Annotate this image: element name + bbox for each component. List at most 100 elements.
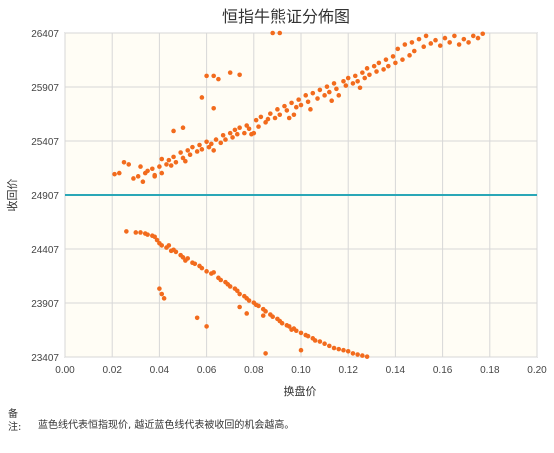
data-point — [116, 170, 122, 176]
data-point — [213, 137, 219, 142]
data-point — [194, 315, 200, 321]
data-point — [293, 328, 299, 334]
data-point — [291, 112, 297, 118]
data-point — [180, 255, 186, 260]
data-point — [411, 48, 417, 54]
data-point — [199, 265, 205, 271]
y-tick-label: 24407 — [31, 245, 59, 256]
data-point — [345, 75, 351, 81]
data-point — [227, 70, 233, 75]
data-point — [140, 179, 146, 185]
data-point — [131, 176, 136, 181]
data-point — [393, 60, 398, 66]
data-point — [112, 171, 117, 177]
data-point — [138, 164, 143, 169]
chart-title: 恒指牛熊证分佈图 — [222, 7, 350, 26]
data-point — [145, 168, 150, 174]
data-point — [433, 37, 438, 43]
data-point — [216, 76, 221, 82]
data-point — [199, 95, 205, 100]
x-tick-label: 0.14 — [386, 365, 406, 376]
data-point — [159, 291, 165, 297]
data-point — [218, 140, 224, 146]
x-tick-label: 0.18 — [480, 365, 500, 376]
data-point — [470, 33, 476, 39]
y-tick-label: 25407 — [31, 137, 59, 148]
y-tick-label: 23407 — [31, 353, 59, 364]
data-point — [135, 174, 141, 179]
data-point — [352, 73, 358, 79]
data-point — [204, 139, 209, 145]
data-point — [322, 341, 327, 347]
data-point — [138, 230, 143, 235]
data-point — [407, 53, 412, 58]
data-point — [263, 309, 268, 314]
data-point — [272, 115, 278, 121]
data-point — [327, 343, 332, 349]
data-point — [305, 333, 311, 339]
data-point — [159, 156, 165, 162]
data-point — [371, 63, 377, 69]
data-point — [308, 107, 313, 112]
data-point — [171, 154, 176, 160]
data-point — [178, 150, 183, 155]
data-point — [409, 40, 415, 45]
data-point — [166, 157, 172, 163]
y-tick-label: 23907 — [31, 299, 59, 310]
data-point — [133, 230, 139, 235]
data-point — [220, 132, 226, 138]
data-point — [329, 98, 334, 104]
data-point — [400, 57, 405, 62]
data-point — [334, 86, 339, 92]
footnote-label: 备注: — [8, 409, 22, 433]
y-tick-labels: 26407 25907 25407 24907 24407 23907 23407 — [31, 29, 59, 364]
data-point — [355, 78, 360, 84]
x-tick-label: 0.06 — [197, 365, 217, 376]
data-point — [180, 155, 186, 161]
data-point — [423, 33, 429, 39]
y-tick-label: 24907 — [31, 191, 59, 202]
data-point — [260, 313, 266, 318]
data-point — [327, 89, 332, 95]
data-point — [336, 346, 342, 352]
data-point — [350, 81, 356, 86]
data-point — [265, 116, 271, 122]
data-point — [194, 149, 200, 154]
data-point — [227, 284, 233, 289]
data-point — [350, 351, 356, 356]
data-point — [185, 148, 191, 153]
data-point — [251, 130, 257, 136]
data-point — [324, 84, 330, 89]
x-tick-labels: 0.00 0.02 0.04 0.06 0.08 0.10 0.12 0.14 0.16 0.18… — [55, 365, 547, 376]
data-point — [192, 261, 198, 267]
data-point — [256, 303, 261, 309]
data-point — [296, 97, 301, 102]
data-point — [234, 288, 240, 294]
x-tick-label: 0.04 — [150, 365, 170, 376]
data-point — [253, 117, 259, 123]
data-point — [466, 40, 471, 45]
data-point — [305, 99, 311, 105]
data-point — [277, 30, 283, 36]
data-point — [168, 163, 174, 168]
data-point — [364, 66, 370, 71]
data-point — [421, 44, 427, 50]
data-point — [286, 324, 292, 329]
data-point — [374, 69, 379, 74]
data-point — [237, 125, 242, 131]
data-points — [112, 30, 486, 359]
data-point — [211, 148, 216, 153]
y-tick-label: 25907 — [31, 83, 59, 94]
data-point — [315, 96, 320, 101]
data-point — [298, 330, 304, 336]
data-point — [173, 159, 179, 165]
data-point — [211, 270, 216, 275]
data-point — [270, 30, 275, 36]
data-point — [395, 46, 401, 52]
data-point — [154, 237, 160, 243]
data-point — [246, 126, 252, 132]
data-point — [383, 57, 389, 62]
data-point — [185, 256, 191, 261]
data-point — [227, 130, 233, 136]
data-point — [157, 286, 162, 291]
